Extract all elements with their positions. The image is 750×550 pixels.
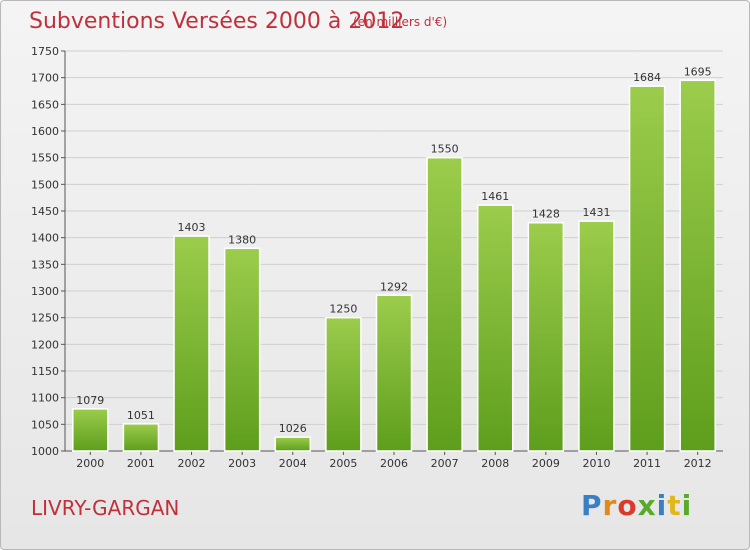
chart-subtitle: (en milliers d'€) (353, 15, 448, 29)
data-label: 1461 (481, 190, 509, 203)
x-tick-label: 2006 (380, 457, 408, 470)
data-label: 1292 (380, 280, 408, 293)
bar-2000 (72, 408, 109, 452)
x-tick-label: 2005 (329, 457, 357, 470)
bar-2007 (426, 156, 463, 452)
bar-2008 (476, 204, 514, 452)
x-tick-label: 2012 (684, 457, 712, 470)
logo-letter: i (656, 489, 668, 522)
logo-letter: i (681, 489, 693, 522)
x-tick-label: 2004 (279, 457, 307, 470)
data-label: 1431 (582, 206, 610, 219)
y-tick-label: 1500 (31, 178, 59, 191)
logo-letter: P (581, 489, 603, 522)
x-tick-label: 2003 (228, 457, 256, 470)
bar-2004 (274, 436, 312, 452)
city-name: LIVRY-GARGAN (31, 496, 180, 520)
bar-2003 (223, 247, 261, 452)
bar-2002 (173, 235, 210, 452)
data-label: 1250 (329, 303, 357, 316)
bars (72, 79, 716, 452)
x-tick-label: 2010 (582, 457, 610, 470)
y-tick-label: 1650 (31, 98, 59, 111)
y-tick-label: 1550 (31, 152, 59, 165)
x-tick-label: 2002 (178, 457, 206, 470)
y-tick-label: 1450 (31, 205, 59, 218)
data-label: 1079 (76, 394, 104, 407)
x-tick-label: 2011 (633, 457, 661, 470)
y-tick-label: 1600 (31, 125, 59, 138)
data-label: 1051 (127, 409, 155, 422)
x-tick-label: 2000 (76, 457, 104, 470)
y-tick-label: 1300 (31, 285, 59, 298)
y-tick-label: 1000 (31, 445, 59, 458)
x-tick-label: 2008 (481, 457, 509, 470)
data-label: 1026 (279, 422, 307, 435)
y-tick-label: 1150 (31, 365, 59, 378)
y-tick-label: 1750 (31, 45, 59, 58)
y-tick-label: 1350 (31, 258, 59, 271)
data-labels: 1079 1051 1403 1380 1026 1250 1292 1550 1461 1428… (76, 65, 711, 435)
data-label: 1403 (178, 221, 206, 234)
bar-2001 (122, 423, 160, 452)
bar-2010 (578, 220, 615, 452)
y-tick-label: 1200 (31, 338, 59, 351)
bar-2006 (375, 294, 413, 452)
data-label: 1550 (431, 143, 459, 156)
axes: 1000 1050 1100 1150 1200 1250 1300 1350 1400 1450… (31, 45, 723, 470)
logo-letter: x (637, 489, 657, 522)
bar-2005 (325, 316, 362, 452)
y-tick-label: 1250 (31, 312, 59, 325)
y-tick-label: 1050 (31, 418, 59, 431)
bar-2011 (628, 85, 666, 452)
x-tick-label: 2009 (532, 457, 560, 470)
chart-title: Subventions Versées 2000 à 2012 (29, 9, 405, 34)
bar-2012 (679, 79, 716, 452)
x-tick-label: 2001 (127, 457, 155, 470)
y-tick-label: 1700 (31, 72, 59, 85)
proxiti-logo[interactable]: Proxiti (581, 489, 692, 522)
y-tick-label: 1100 (31, 392, 59, 405)
logo-letter: r (602, 489, 618, 522)
x-tick-label: 2007 (431, 457, 459, 470)
data-label: 1684 (633, 71, 661, 84)
y-tick-label: 1400 (31, 232, 59, 245)
logo-letter: o (617, 489, 638, 522)
logo-letter: t (667, 489, 682, 522)
data-label: 1380 (228, 233, 256, 246)
data-label: 1428 (532, 208, 560, 221)
bar-2009 (527, 221, 565, 452)
data-label: 1695 (684, 65, 712, 78)
